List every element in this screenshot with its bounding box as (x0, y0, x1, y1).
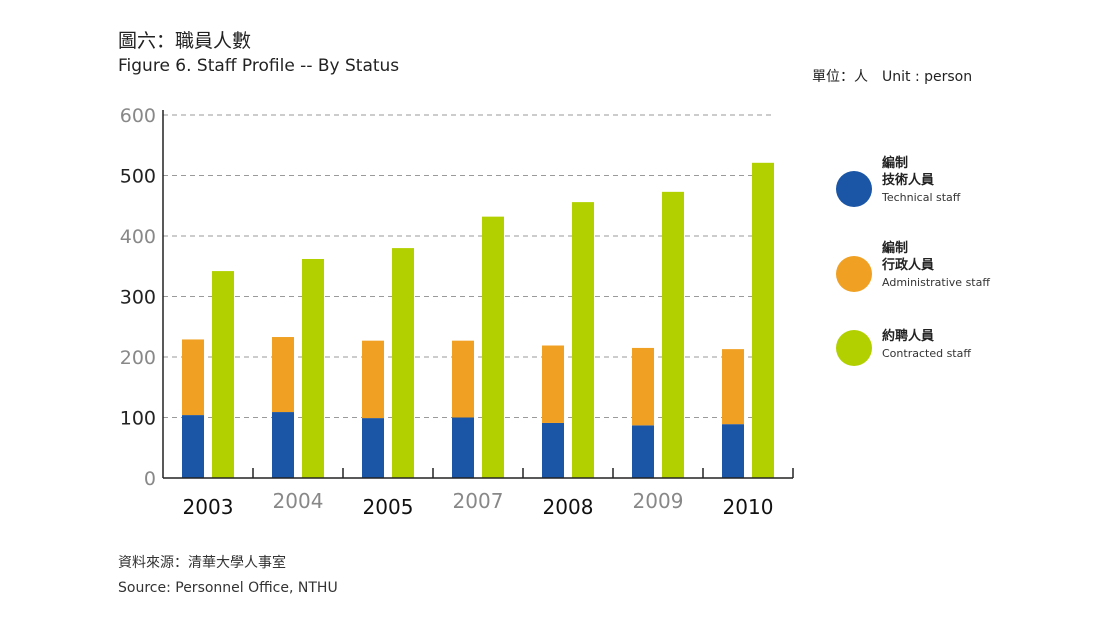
y-tick-label: 0 (144, 468, 156, 490)
x-tick-label: 2010 (723, 495, 774, 519)
y-tick-label: 600 (120, 105, 156, 127)
x-axis-labels: 2003 2004 2005 2007 2008 2009 2010 (183, 489, 774, 519)
y-tick-label: 100 (120, 408, 156, 430)
bar-technical-2008 (542, 422, 564, 478)
unit-label: 單位：人 Unit : person (812, 69, 973, 85)
bar-administrative-2008 (542, 345, 564, 423)
y-tick-label: 200 (120, 347, 156, 369)
legend-line2: 約聘人員 (882, 329, 935, 344)
bar-technical-2009 (632, 425, 654, 478)
x-tick-label: 2007 (453, 489, 504, 513)
chart-axes (162, 110, 794, 479)
bar-technical-2005 (362, 418, 384, 478)
x-tick-label: 2004 (273, 489, 324, 513)
bar-administrative-2009 (632, 347, 654, 426)
chart-title-en: Figure 6. Staff Profile -- By Status (118, 56, 400, 76)
bar-technical-2004 (272, 412, 294, 478)
y-tick-label: 300 (120, 287, 156, 309)
bar-administrative-2010 (722, 349, 744, 425)
legend-line3: Contracted staff (882, 347, 971, 360)
legend-label: 編制行政人員 Administrative staff (882, 240, 992, 290)
source-en: Source: Personnel Office, NTHU (118, 580, 338, 596)
y-axis-ticks: 0 100 200 300 400 500 600 (120, 105, 156, 490)
bar-technical-2007 (452, 417, 474, 478)
legend-line3: Administrative staff (882, 276, 990, 289)
chart-bars (182, 162, 774, 479)
legend-line2: 行政人員 (882, 258, 935, 273)
x-tick-label: 2008 (543, 495, 594, 519)
legend-swatch (836, 171, 872, 207)
bar-contracted-2003 (212, 271, 234, 478)
bar-contracted-2005 (392, 248, 414, 478)
x-tick-label: 2003 (183, 495, 234, 519)
chart-title-zh: 圖六：職員人數 (118, 30, 252, 52)
legend-line3: Technical staff (882, 191, 961, 204)
bar-contracted-2009 (662, 191, 684, 478)
legend-label: 約聘人員 Contracted staff (882, 328, 992, 361)
legend-label: 編制技術人員 Technical staff (882, 155, 992, 205)
bar-contracted-2007 (482, 216, 504, 478)
source-zh: 資料來源：清華大學人事室 (118, 555, 286, 571)
y-tick-label: 500 (120, 166, 156, 188)
x-tick-label: 2005 (363, 495, 414, 519)
bar-administrative-2007 (452, 340, 474, 418)
bar-technical-2003 (182, 415, 204, 478)
bar-administrative-2005 (362, 340, 384, 419)
bar-administrative-2004 (272, 337, 294, 413)
legend-swatch (836, 256, 872, 292)
bar-administrative-2003 (182, 339, 204, 416)
legend-line2: 技術人員 (882, 173, 935, 188)
legend-line1: 編制 (882, 156, 909, 171)
legend-swatch (836, 330, 872, 366)
y-tick-label: 400 (120, 226, 156, 248)
bar-contracted-2008 (572, 202, 594, 478)
bar-technical-2010 (722, 424, 744, 478)
bar-contracted-2004 (302, 258, 324, 478)
legend-line1: 編制 (882, 241, 909, 256)
x-tick-label: 2009 (633, 489, 684, 513)
bar-contracted-2010 (752, 162, 774, 479)
